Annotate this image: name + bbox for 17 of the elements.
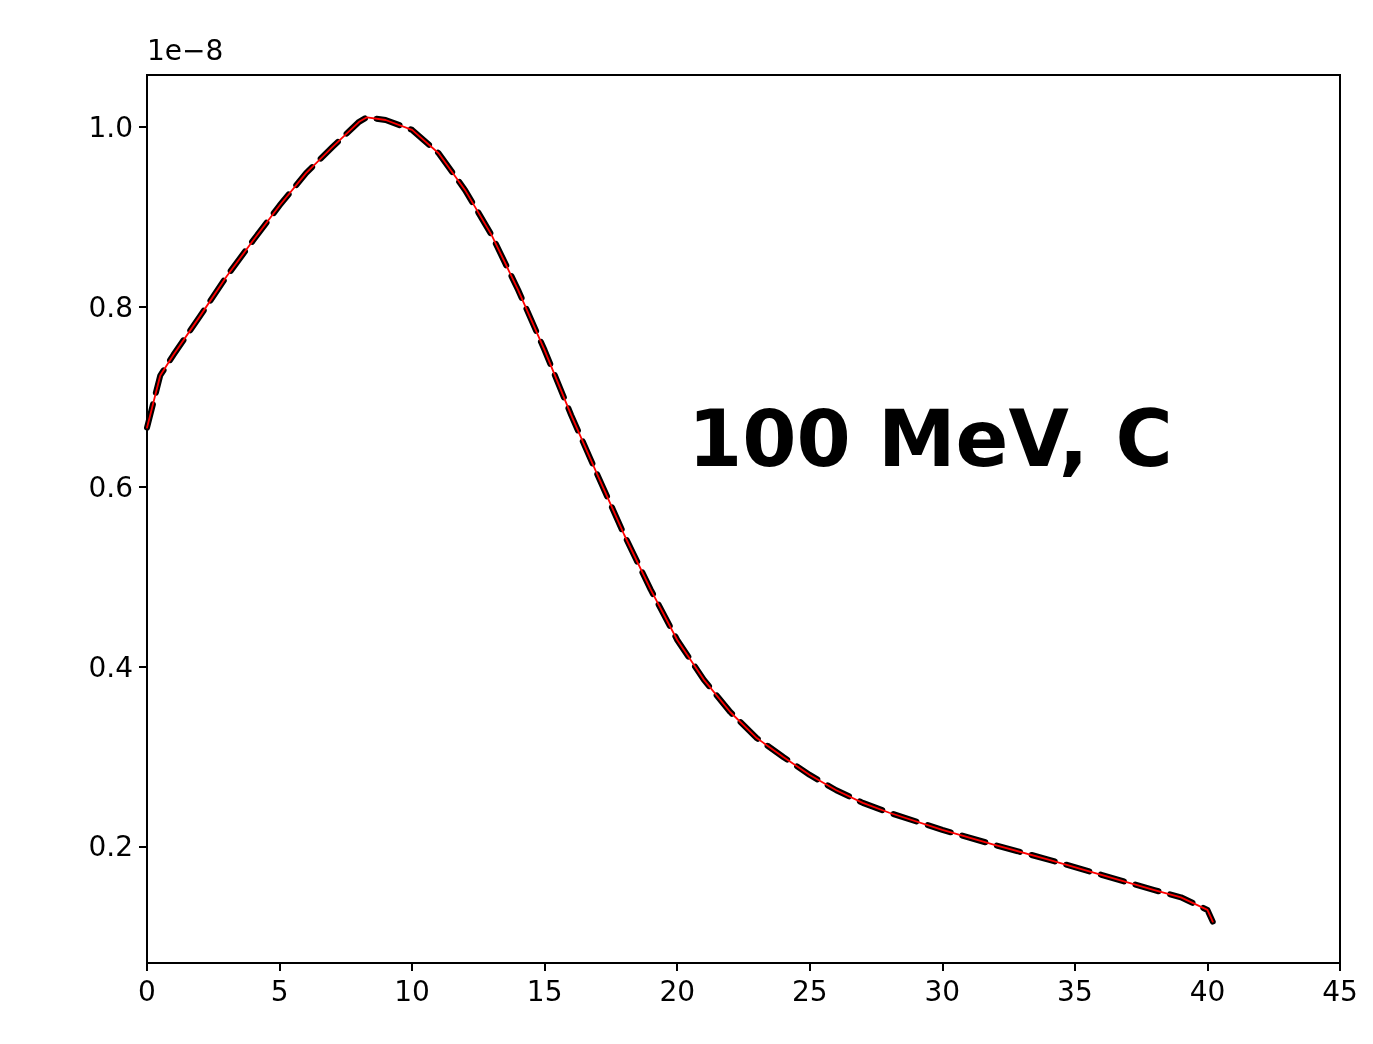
y-tick-label: 0.6 <box>88 470 133 504</box>
x-tick-label: 30 <box>924 974 961 1008</box>
x-tick-label: 25 <box>791 974 828 1008</box>
y-tick-label: 0.2 <box>88 830 133 864</box>
x-tick-label: 45 <box>1322 974 1358 1008</box>
annotation: 100 MeV, C <box>688 394 1173 484</box>
x-tick-label: 35 <box>1057 974 1093 1008</box>
x-tick-label: 0 <box>138 974 156 1008</box>
y-tick-label: 0.4 <box>88 650 133 684</box>
x-tick-label: 40 <box>1189 974 1226 1008</box>
y-tick-label: 1.0 <box>88 110 133 144</box>
x-tick-label: 10 <box>394 974 430 1008</box>
y-axis-title: 1e−8 <box>147 33 224 67</box>
x-tick-label: 20 <box>659 974 696 1008</box>
y-tick-label: 0.8 <box>88 290 133 324</box>
x-tick-label: 15 <box>526 974 563 1008</box>
x-tick-label: 5 <box>270 974 289 1008</box>
